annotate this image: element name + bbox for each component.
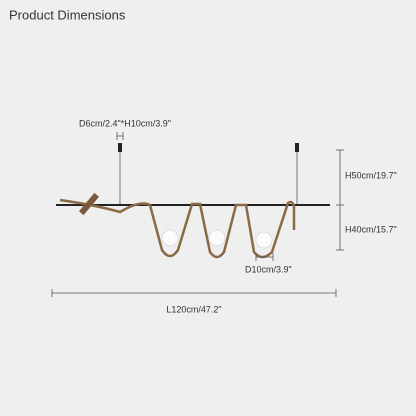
shade-label: D10cm/3.9" [245,264,292,274]
canopy [118,143,122,152]
canopy-label: D6cm/2.4"*H10cm/3.9" [79,118,171,128]
globe [161,229,179,247]
height-dimension [336,149,344,251]
globe [255,231,273,249]
gold-ribbon [59,198,296,259]
length-dimension [51,289,337,297]
lower-height-label: H40cm/15.7" [345,224,397,234]
canopy-marker [116,132,124,140]
title: Product Dimensions [9,7,126,22]
shade-dimension [255,253,274,261]
spotlight [78,192,100,216]
length-label: L120cm/47.2" [166,304,221,314]
globe [208,229,226,247]
canopy [295,143,299,152]
upper-height-label: H50cm/19.7" [345,170,397,180]
